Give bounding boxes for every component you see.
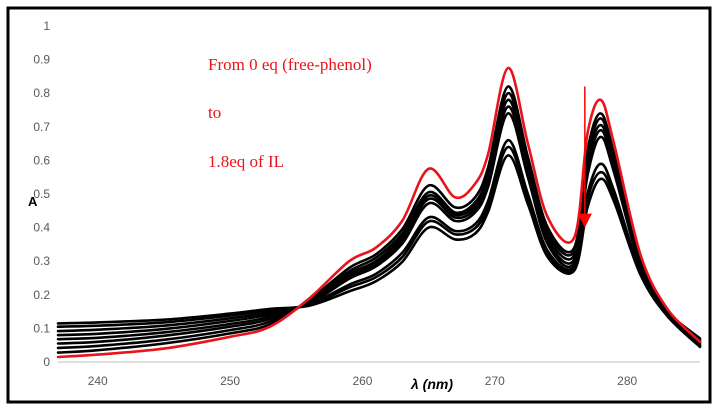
y-tick-label: 0.2: [33, 288, 50, 302]
y-tick-label: 0.9: [33, 53, 50, 67]
x-tick-label: 250: [220, 374, 240, 388]
x-tick-label: 280: [617, 374, 637, 388]
series-line-1: [56, 85, 702, 354]
annotation-line-3: 1.8eq of IL: [208, 152, 284, 171]
y-tick-label: 0.3: [33, 254, 50, 268]
series-layer: [56, 66, 702, 359]
y-tick-label: 0.6: [33, 153, 50, 167]
y-tick-label: 0.7: [33, 120, 50, 134]
series-line-3: [56, 98, 702, 345]
x-tick-label: 260: [352, 374, 372, 388]
x-tick-label: 270: [485, 374, 505, 388]
arrow-head: [577, 213, 592, 228]
y-tick-label: 0.8: [33, 86, 50, 100]
series-line-0: [56, 66, 702, 359]
y-axis-title: A: [28, 194, 38, 209]
x-axis-title: λ (nm): [410, 376, 453, 392]
series-line-4: [56, 105, 702, 344]
y-tick-label: 0.5: [33, 187, 50, 201]
y-tick-label: 1: [43, 19, 50, 33]
y-tick-label: 0.1: [33, 321, 50, 335]
annotation-line-2: to: [208, 103, 221, 122]
y-tick-label: 0: [43, 355, 50, 369]
annotation-line-1: From 0 eq (free-phenol): [208, 55, 372, 74]
series-line-6: [56, 138, 702, 347]
series-line-7: [56, 145, 702, 348]
arrow-annotation: [577, 86, 592, 228]
series-line-8: [56, 154, 702, 349]
x-axis-ticks: 240 250 260 270 280: [88, 374, 638, 388]
y-tick-label: 0.4: [33, 221, 50, 235]
y-axis-ticks: 0 0.1 0.2 0.3 0.4 0.5 0.6 0.7 0.8 0.9 1: [33, 19, 50, 369]
series-line-2: [56, 91, 702, 350]
x-tick-label: 240: [88, 374, 108, 388]
series-line-5: [56, 112, 702, 346]
